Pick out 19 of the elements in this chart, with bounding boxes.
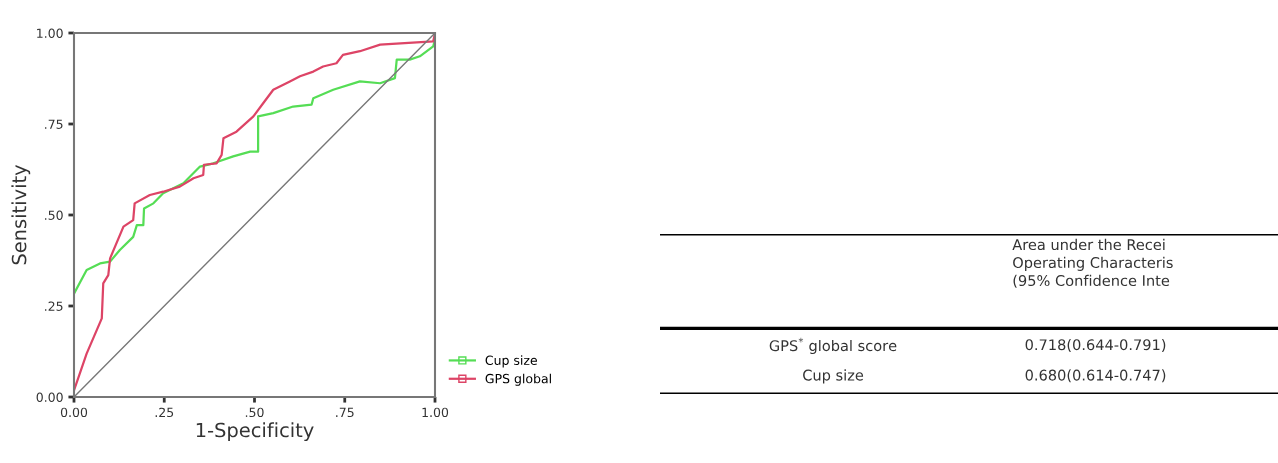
text: 0.718(0.644-0.791) [1025, 338, 1166, 352]
y-tick-label: .50 [45, 210, 63, 220]
y-tick-label: 1.00 [37, 28, 63, 38]
text: GPS$^{*}$ global score [769, 337, 897, 355]
x-tick-label: 0.00 [60, 407, 88, 418]
text: Area under the Recei Operating Characteris (95% Confidence Inte [1012, 238, 1173, 288]
legend-label: Cup size [485, 355, 537, 368]
y-axis-title: Sensitivity [11, 164, 31, 265]
x-tick-label: .50 [245, 407, 264, 418]
text: 0.680(0.614-0.747) [1025, 369, 1166, 383]
y-tick-label: 0.00 [36, 392, 63, 402]
x-tick-label: .75 [336, 407, 354, 418]
text: Cup size [803, 369, 864, 384]
y-tick-label: .75 [45, 119, 63, 129]
legend-label: GPS global [485, 373, 551, 386]
x-axis-title: 1-Specificity [196, 422, 314, 442]
x-tick-label: 1.00 [422, 407, 449, 418]
x-tick-label: .25 [155, 407, 174, 418]
y-tick-label: .25 [45, 301, 63, 311]
